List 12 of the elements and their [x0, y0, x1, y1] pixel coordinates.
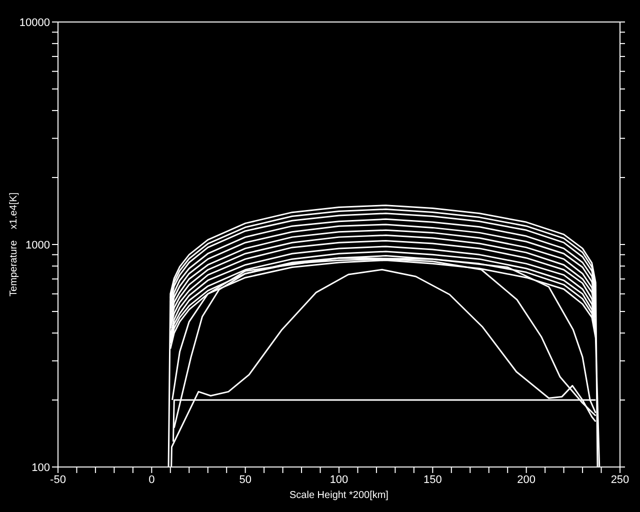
y-tick-label: 100	[32, 462, 50, 474]
x-tick-label: 250	[610, 474, 630, 486]
y-tick-label: 1000	[26, 239, 50, 252]
x-tick-label: 100	[330, 474, 348, 486]
y-tick-label: 10000	[19, 16, 50, 29]
x-axis-title: Scale Height *200[km]	[290, 490, 389, 501]
x-tick-label: 0	[148, 474, 155, 486]
x-tick-label: -50	[50, 474, 66, 486]
x-tick-label: 200	[517, 474, 536, 486]
y-axis-title: Temperature x1.e4[K]	[8, 192, 20, 296]
x-tick-label: 150	[423, 474, 442, 486]
x-tick-label: 50	[239, 474, 252, 486]
